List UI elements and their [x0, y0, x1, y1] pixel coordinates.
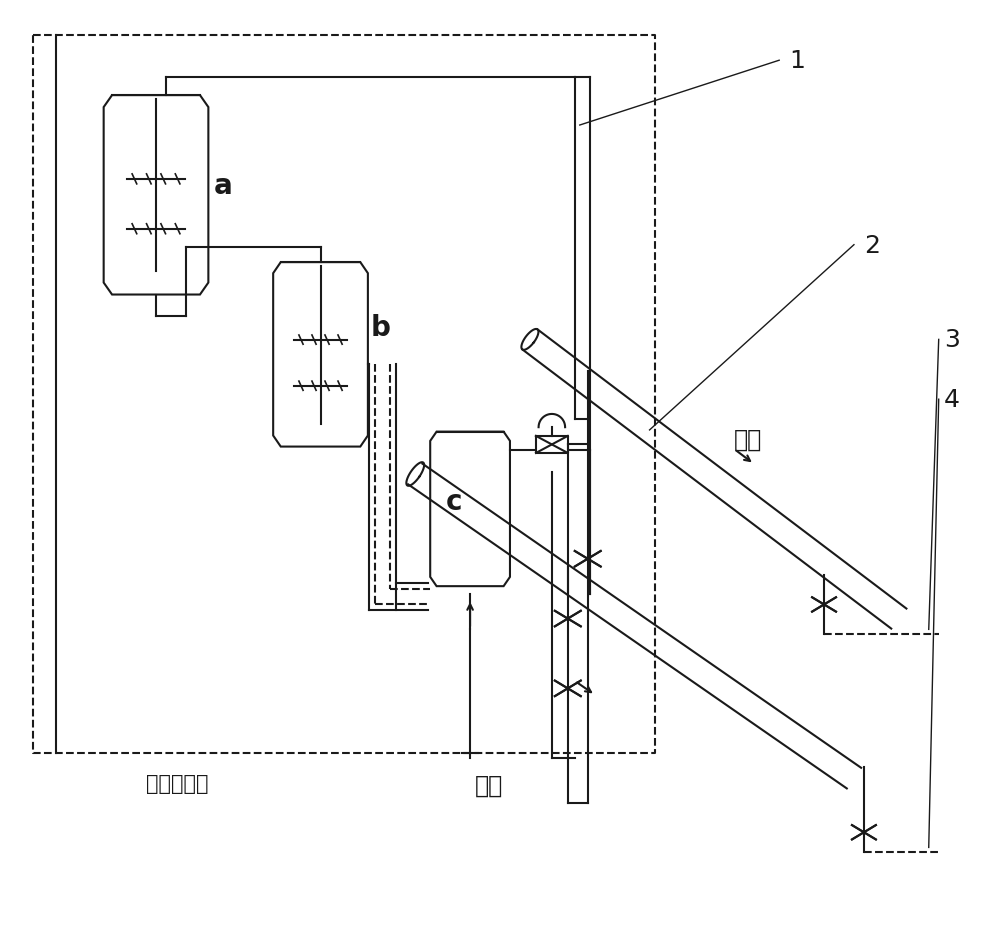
Text: 4: 4 [944, 388, 960, 412]
Text: c: c [446, 488, 463, 515]
Text: 1: 1 [789, 49, 805, 73]
Text: a: a [214, 172, 232, 199]
Text: 回流: 回流 [734, 428, 763, 451]
Text: 回流: 回流 [475, 773, 503, 798]
Text: 回流返回口: 回流返回口 [146, 773, 209, 793]
Text: b: b [371, 313, 391, 342]
Text: 3: 3 [944, 329, 960, 352]
Text: 2: 2 [864, 233, 880, 258]
